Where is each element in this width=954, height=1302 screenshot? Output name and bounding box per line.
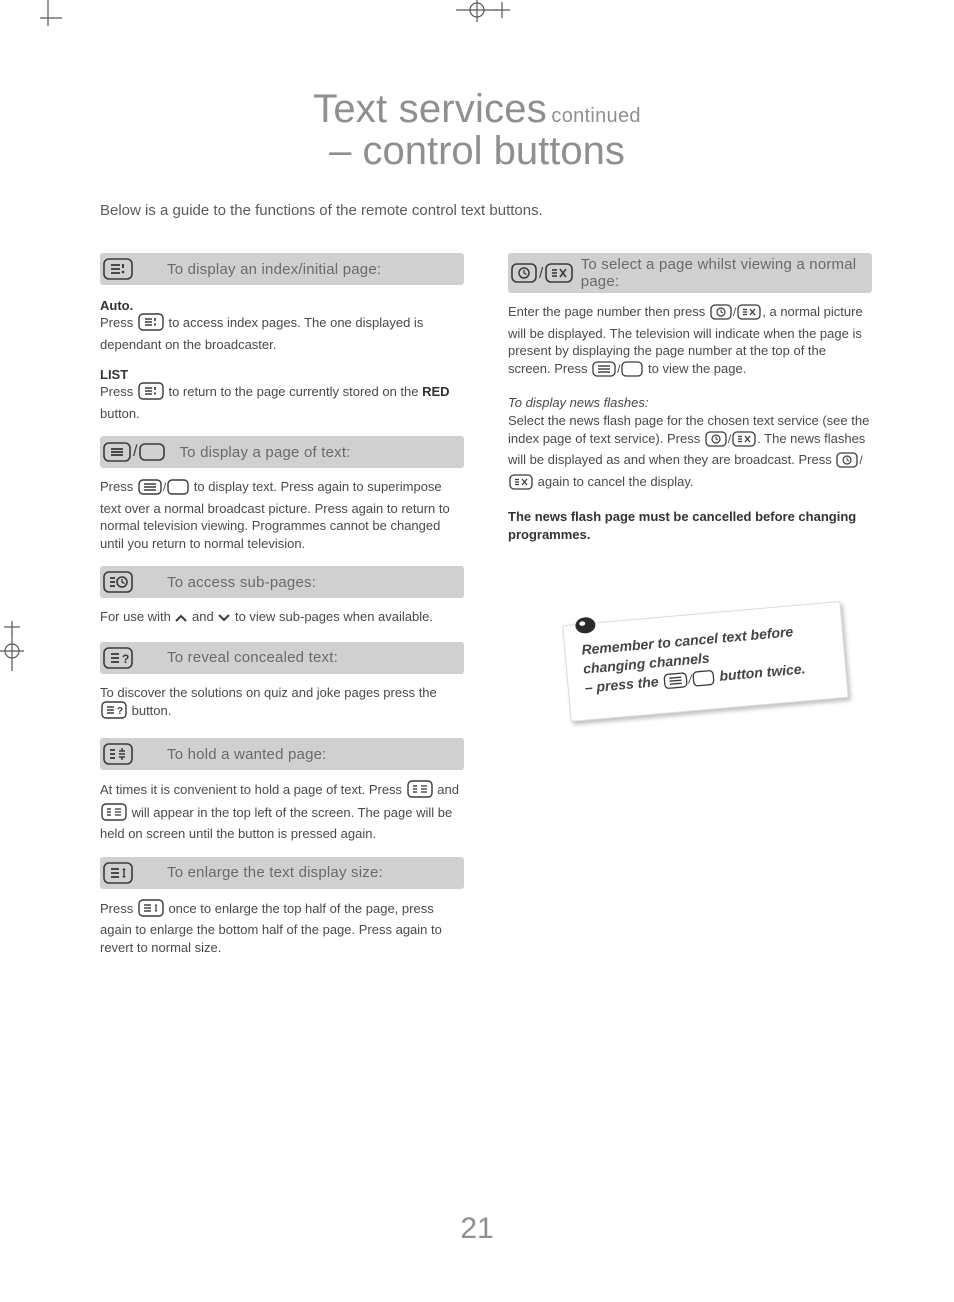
note-line2b: button twice. (715, 661, 806, 685)
cancel-text-button-icon (545, 263, 573, 283)
tv-button-icon (167, 483, 189, 498)
subpage-button-icon (103, 571, 133, 593)
section-title: To enlarge the text display size: (167, 864, 383, 881)
section-reveal: ? To reveal concealed text: (100, 642, 464, 674)
newsflash-label: To display news flashes: (508, 395, 872, 410)
enlarge-body: Press once to enlarge the top half of th… (100, 899, 464, 957)
clock-button-icon (511, 263, 537, 283)
reveal-body: To discover the solutions on quiz and jo… (100, 684, 464, 724)
hold-body: At times it is convenient to hold a page… (100, 780, 464, 843)
right-column: / To select a page whilst viewing a norm… (508, 245, 872, 970)
text-button-icon (103, 442, 131, 462)
hold-button-icon (103, 743, 133, 765)
section-select-page: / To select a page whilst viewing a norm… (508, 253, 872, 293)
section-title: To select a page whilst viewing a normal… (581, 256, 866, 290)
cancel-text-button-icon (737, 308, 761, 323)
section-title: To reveal concealed text: (167, 649, 338, 666)
section-title: To access sub-pages: (167, 574, 316, 591)
select-page-body: Enter the page number then press /, a no… (508, 303, 872, 381)
list-label: LIST (100, 367, 464, 382)
chevron-down-icon (217, 611, 231, 626)
reminder-note: Remember to cancel text before changing … (562, 601, 848, 722)
text-button-icon (663, 675, 688, 693)
crop-registration-icon (442, 0, 512, 32)
auto-body: Press to access index pages. The one dis… (100, 313, 464, 353)
tv-button-icon (692, 673, 715, 691)
cancel-text-button-icon (732, 435, 756, 450)
clock-button-icon (710, 308, 732, 323)
list-body: Press to return to the page currently st… (100, 382, 464, 422)
left-column: To display an index/initial page: Auto. … (100, 245, 464, 970)
chevron-up-icon (174, 611, 188, 626)
tv-button-icon (621, 365, 643, 380)
newsflash-bold-note: The news flash page must be cancelled be… (508, 508, 872, 543)
heading-subtitle: – control buttons (0, 130, 954, 172)
tv-button-icon (139, 442, 165, 462)
enlarge-button-icon (138, 905, 164, 920)
index-button-icon (138, 319, 164, 334)
hold-button-icon (101, 809, 127, 824)
section-title: To display a page of text: (179, 444, 350, 461)
section-enlarge: To enlarge the text display size: (100, 857, 464, 889)
text-button-icon (138, 483, 162, 498)
section-subpages: To access sub-pages: (100, 566, 464, 598)
cancel-text-button-icon (509, 478, 533, 493)
pushpin-icon (570, 614, 601, 647)
section-display-text: / To display a page of text: (100, 436, 464, 468)
section-hold: To hold a wanted page: (100, 738, 464, 770)
text-button-icon (592, 365, 616, 380)
index-button-icon (138, 388, 164, 403)
display-text-body: Press / to display text. Press again to … (100, 478, 464, 552)
auto-label: Auto. (100, 298, 464, 313)
slash: / (133, 443, 137, 461)
clock-button-icon (705, 435, 727, 450)
reveal-button-icon: ? (101, 707, 127, 722)
index-button-icon (103, 258, 133, 280)
section-title: To hold a wanted page: (167, 746, 327, 763)
page-number: 21 (460, 1212, 493, 1246)
section-title: To display an index/initial page: (167, 261, 381, 278)
newsflash-body: Select the news flash page for the chose… (508, 412, 872, 494)
heading-suffix: continued (551, 105, 640, 127)
note-line2a: – press the (584, 673, 663, 696)
section-index-page: To display an index/initial page: (100, 253, 464, 285)
clock-button-icon (836, 456, 858, 471)
subpages-body: For use with and to view sub-pages when … (100, 608, 464, 628)
manual-page: Text services continued – control button… (0, 0, 954, 1302)
reveal-button-icon: ? (103, 647, 133, 669)
crop-registration-side-icon (0, 621, 36, 681)
enlarge-button-icon (103, 862, 133, 884)
heading-main: Text services (313, 87, 547, 131)
svg-text:?: ? (117, 706, 123, 717)
crop-mark-icon (40, 0, 70, 36)
hold-button-icon (407, 786, 433, 801)
svg-text:?: ? (122, 652, 129, 666)
intro-text: Below is a guide to the functions of the… (100, 202, 854, 219)
